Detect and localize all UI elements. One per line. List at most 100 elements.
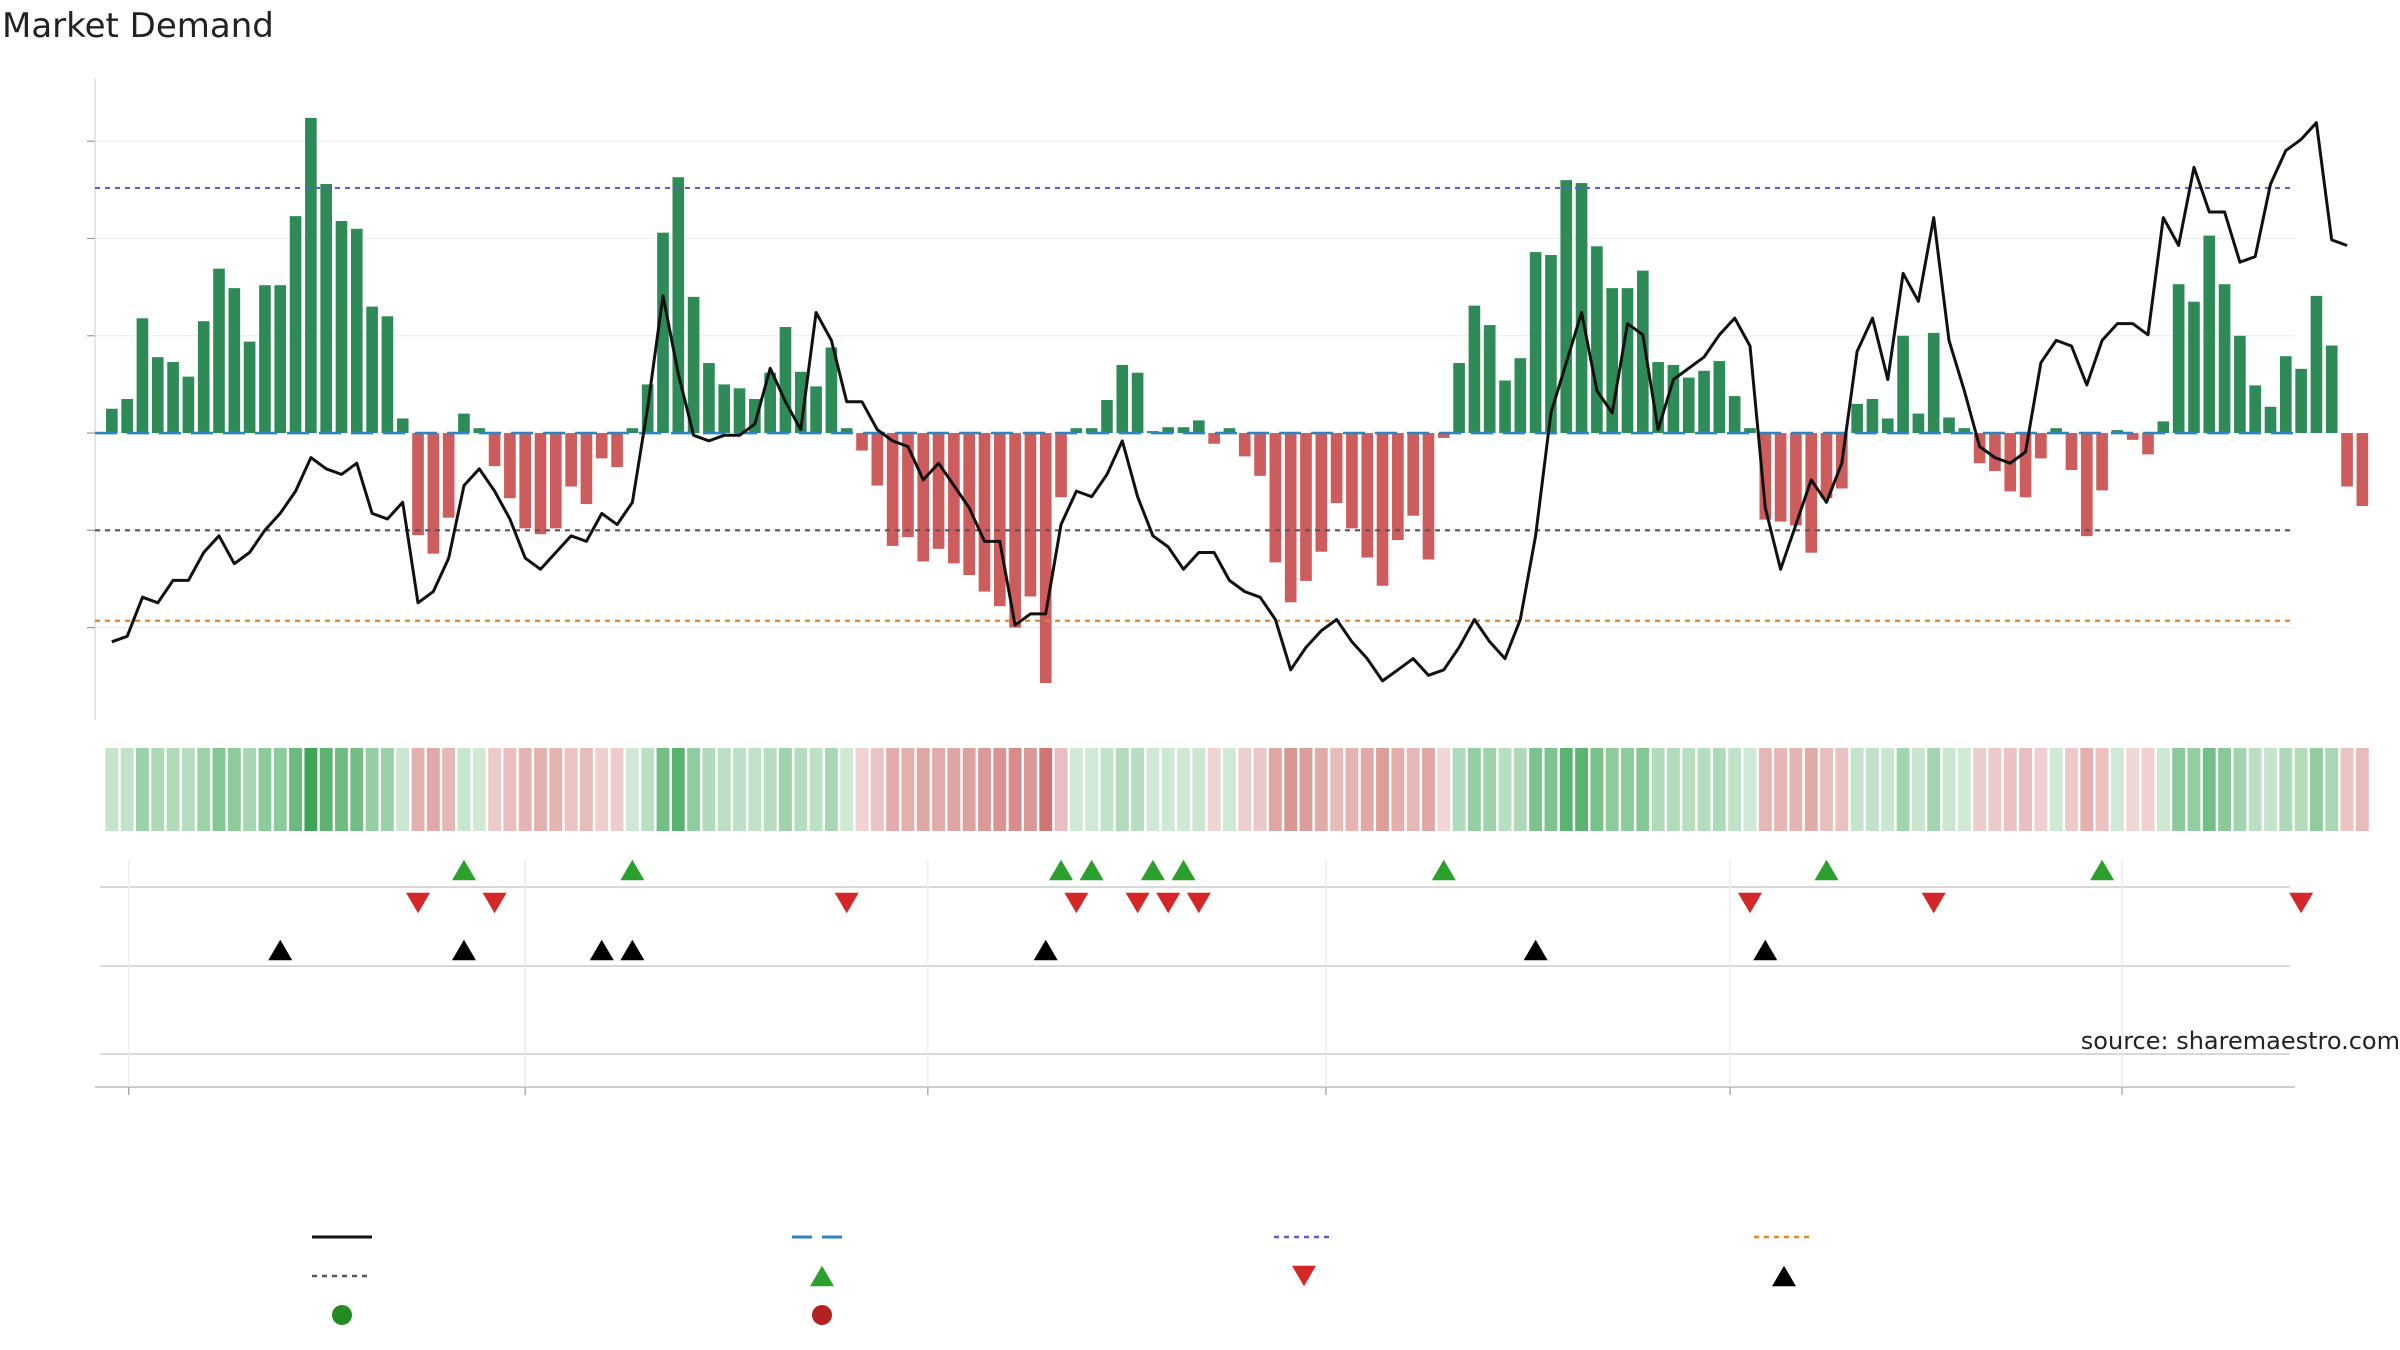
flip-down-marker <box>1921 892 1946 914</box>
heat-cell <box>2126 748 2140 831</box>
demand-bar-negative <box>1805 433 1818 553</box>
demand-bar-positive <box>1636 270 1649 434</box>
heat-cell <box>840 748 854 831</box>
flip-up-marker <box>1171 859 1196 881</box>
legend-item <box>332 1305 352 1325</box>
demand-bar-negative <box>1989 433 2001 471</box>
demand-bar-negative <box>2341 433 2353 487</box>
demand-bar-positive <box>305 117 317 434</box>
demand-bar-negative <box>1774 433 1787 522</box>
demand-bar-negative <box>886 433 899 546</box>
demand-bar-positive <box>657 232 669 434</box>
heat-cell <box>1544 748 1558 831</box>
heat-cell <box>1391 748 1405 831</box>
heat-cell <box>625 748 639 831</box>
demand-bar-negative <box>902 433 914 538</box>
demand-bar-negative <box>519 433 532 529</box>
heat-cell <box>1728 748 1742 831</box>
heat-cell <box>1957 748 1971 831</box>
demand-heat-strip <box>105 748 2369 831</box>
heat-cell <box>518 748 532 831</box>
demand-bar-negative <box>1208 433 1220 444</box>
demand-bar-positive <box>1483 325 1496 434</box>
demand-bar-negative <box>1820 433 1833 499</box>
flip-up-marker <box>1431 859 1456 881</box>
demand-bar-positive <box>2310 295 2323 434</box>
demand-bar-negative <box>2356 433 2369 506</box>
demand-bar-negative <box>427 433 440 554</box>
price-cross-marker <box>268 939 293 961</box>
demand-bar-positive <box>703 363 715 434</box>
heat-cell <box>2080 748 2094 831</box>
demand-bar-positive <box>733 388 746 434</box>
heat-cell <box>1146 748 1160 831</box>
legend-item <box>1772 1265 1796 1287</box>
heat-cell <box>809 748 823 831</box>
demand-bar-positive <box>2050 428 2062 434</box>
demand-bar-negative <box>2126 433 2139 440</box>
heat-cell <box>472 748 486 831</box>
heat-cell <box>947 748 961 831</box>
legend <box>312 1235 1814 1325</box>
heat-cell <box>1100 748 1114 831</box>
heat-cell <box>120 748 134 831</box>
heat-cell <box>2294 748 2308 831</box>
demand-bar-negative <box>993 433 1006 607</box>
demand-bar-positive <box>197 321 210 434</box>
heat-cell <box>1330 748 1344 831</box>
demand-bar-negative <box>1238 433 1251 457</box>
demand-bar-positive <box>1453 363 1465 434</box>
heat-cell <box>2172 748 2186 831</box>
demand-bar-negative <box>2096 433 2108 491</box>
demand-bar-positive <box>335 220 348 434</box>
demand-bar-positive <box>1881 418 1894 434</box>
demand-bar-positive <box>764 372 776 434</box>
flip-up-marker <box>451 859 476 881</box>
heat-cell <box>580 748 593 831</box>
demand-bar-negative <box>2019 433 2032 498</box>
demand-bar-positive <box>2264 406 2277 434</box>
heat-cell <box>319 748 333 831</box>
demand-bar-positive <box>1101 399 1113 434</box>
demand-bar-positive <box>1912 413 1925 434</box>
heat-cell <box>1927 748 1941 831</box>
demand-bar-negative <box>1407 433 1419 516</box>
legend-swatch-triangle-up <box>810 1265 834 1287</box>
heat-cell <box>1115 748 1129 831</box>
demand-bar-negative <box>550 433 562 529</box>
heat-cell <box>916 748 930 831</box>
heat-cell <box>2202 748 2216 831</box>
demand-bar-positive <box>228 288 241 434</box>
price-cross-marker <box>1033 939 1058 961</box>
flip-down-marker <box>1125 892 1150 914</box>
heat-cell <box>1238 748 1252 831</box>
demand-bar-negative <box>1759 433 1772 520</box>
heat-cell <box>932 748 945 831</box>
heat-cell <box>1942 748 1956 831</box>
demand-bar-positive <box>350 228 363 434</box>
legend-swatch-circle <box>812 1305 832 1325</box>
demand-bar-negative <box>611 433 623 468</box>
demand-bar-positive <box>366 306 378 434</box>
heat-cell <box>1467 748 1481 831</box>
demand-bar-negative <box>2142 433 2154 455</box>
heat-cell <box>273 748 287 831</box>
demand-bar-negative <box>1269 433 1282 563</box>
heat-cell <box>687 748 701 831</box>
demand-bar-negative <box>1422 433 1435 560</box>
demand-bar-positive <box>2111 430 2124 434</box>
heat-cell <box>1207 748 1221 831</box>
demand-bar-positive <box>1545 255 1557 434</box>
demand-bar-positive <box>626 428 639 434</box>
flip-up-marker <box>1814 859 1839 881</box>
heat-cell <box>717 748 731 831</box>
heat-cell <box>1023 748 1037 831</box>
demand-bar-positive <box>1193 420 1205 434</box>
flip-down-marker <box>1737 892 1762 914</box>
legend-swatch-triangle-up <box>1772 1265 1796 1287</box>
heat-cell <box>1774 748 1788 831</box>
heat-cell <box>1345 748 1359 831</box>
demand-bar-positive <box>2157 421 2170 434</box>
heat-cell <box>1621 748 1634 831</box>
heat-cell <box>1804 748 1818 831</box>
